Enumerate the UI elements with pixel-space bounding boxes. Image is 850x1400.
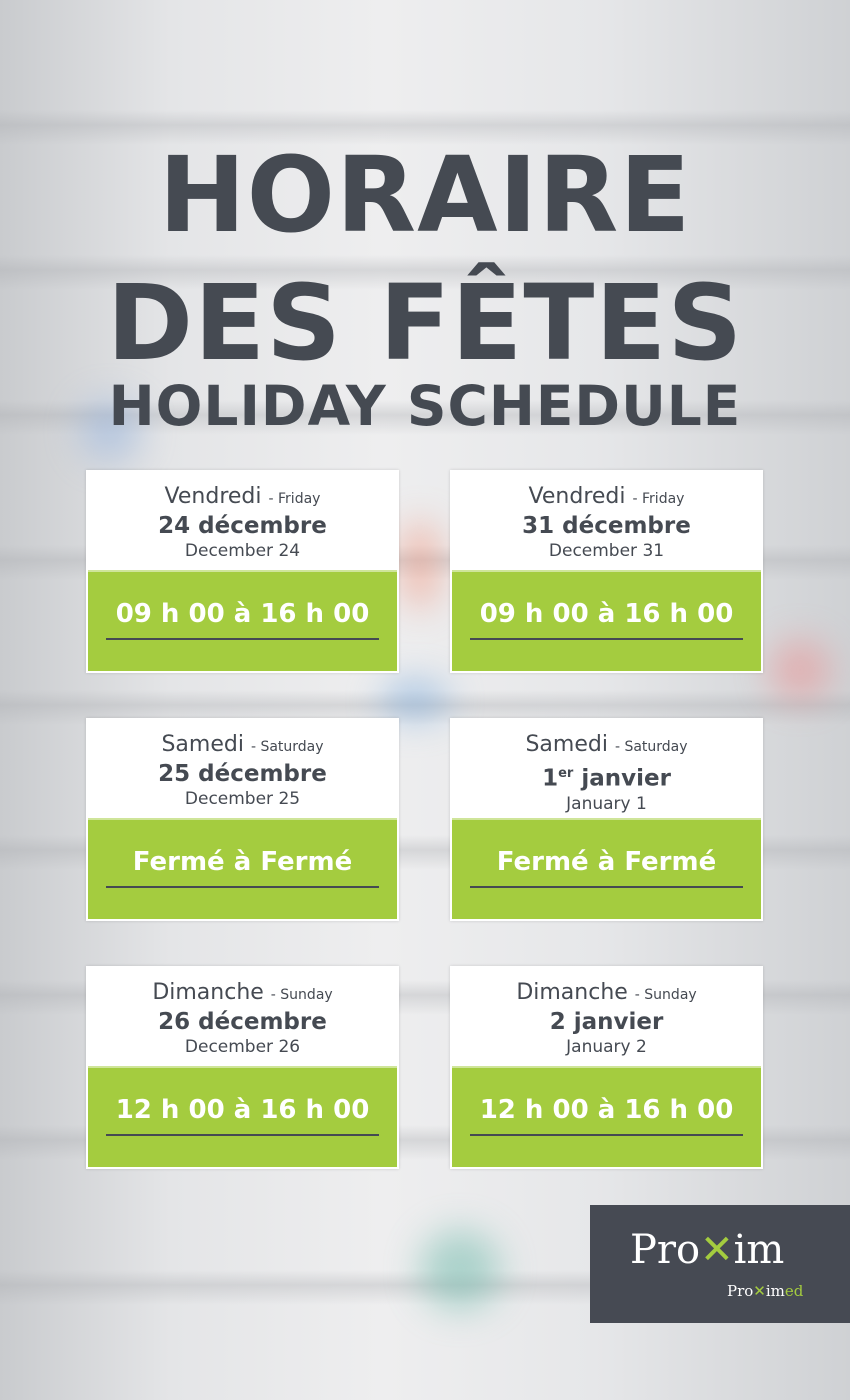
divider (470, 1134, 743, 1136)
card-date: Vendredi - Friday 31 décembre December 3… (452, 472, 761, 570)
date-en: December 25 (184, 789, 301, 809)
hours-text: 12 h 00 à 16 h 00 (115, 1095, 370, 1125)
card-date: Samedi - Saturday 25 décembre December 2… (88, 720, 397, 818)
schedule-card: Samedi - Saturday 1er janvier January 1 … (450, 718, 763, 921)
schedule-card: Samedi - Saturday 25 décembre December 2… (86, 718, 399, 921)
date-fr: 25 décembre (158, 761, 327, 787)
divider (470, 638, 743, 640)
divider (470, 886, 743, 888)
proxim-logo: Pro✕im Pro✕imed (590, 1205, 850, 1323)
date-en: December 26 (184, 1037, 301, 1057)
card-date: Dimanche - Sunday 26 décembre December 2… (88, 968, 397, 1066)
day-label: Dimanche - Sunday (516, 980, 697, 1005)
hours-text: 12 h 00 à 16 h 00 (479, 1095, 734, 1125)
logo-sub: Pro✕imed (727, 1282, 804, 1300)
hours-text: 09 h 00 à 16 h 00 (115, 599, 370, 629)
card-hours: 12 h 00 à 16 h 00 (452, 1066, 761, 1167)
card-date: Vendredi - Friday 24 décembre December 2… (88, 472, 397, 570)
date-en: January 2 (566, 1037, 647, 1057)
card-hours: Fermé à Fermé (452, 818, 761, 919)
date-en: December 24 (184, 541, 301, 561)
hours-text: Fermé à Fermé (496, 847, 717, 877)
hours-text: 09 h 00 à 16 h 00 (479, 599, 734, 629)
day-label: Samedi - Saturday (161, 732, 324, 757)
card-date: Dimanche - Sunday 2 janvier January 2 (452, 968, 761, 1066)
title-horaire: HORAIRE (158, 134, 692, 256)
card-hours: Fermé à Fermé (88, 818, 397, 919)
date-fr: 24 décembre (158, 513, 327, 539)
divider (106, 638, 379, 640)
date-en: December 31 (548, 541, 665, 561)
title-holiday-schedule: HOLIDAY SCHEDULE (108, 374, 742, 438)
date-fr: 31 décembre (522, 513, 691, 539)
card-hours: 09 h 00 à 16 h 00 (88, 570, 397, 671)
date-en: January 1 (566, 793, 647, 814)
day-label: Vendredi - Friday (528, 484, 685, 509)
date-fr: 1er janvier (542, 765, 671, 792)
hours-text: Fermé à Fermé (132, 847, 353, 877)
logo-brand: Pro✕im (630, 1227, 785, 1273)
card-hours: 12 h 00 à 16 h 00 (88, 1066, 397, 1167)
card-date: Samedi - Saturday 1er janvier January 1 (452, 720, 761, 818)
schedule-card: Dimanche - Sunday 2 janvier January 2 12… (450, 966, 763, 1169)
schedule-card: Dimanche - Sunday 26 décembre December 2… (86, 966, 399, 1169)
date-fr: 26 décembre (158, 1009, 327, 1035)
date-fr: 2 janvier (549, 1009, 664, 1035)
day-label: Vendredi - Friday (164, 484, 321, 509)
day-label: Dimanche - Sunday (152, 980, 333, 1005)
day-label: Samedi - Saturday (525, 732, 688, 757)
divider (106, 1134, 379, 1136)
schedule-card: Vendredi - Friday 24 décembre December 2… (86, 470, 399, 673)
title-des-fetes: DES FÊTES (106, 262, 744, 384)
divider (106, 886, 379, 888)
card-hours: 09 h 00 à 16 h 00 (452, 570, 761, 671)
schedule-card: Vendredi - Friday 31 décembre December 3… (450, 470, 763, 673)
